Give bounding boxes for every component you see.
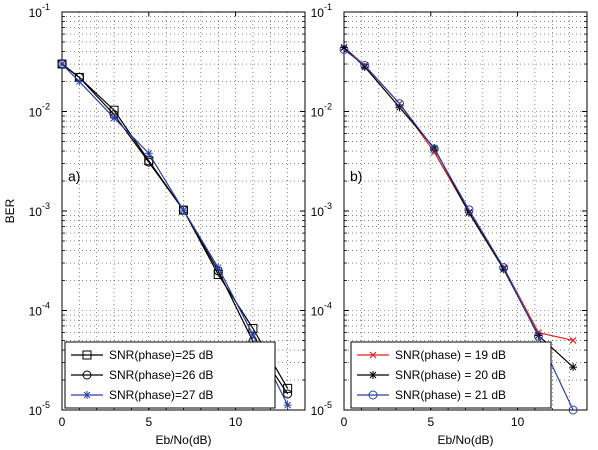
data-point	[499, 265, 508, 274]
y-tick-exponent: -1	[42, 2, 50, 12]
legend-label: SNR(phase)=26 dB	[109, 368, 213, 382]
legend-entry: SNR(phase) = 20 dB	[357, 368, 506, 382]
y-tick-label: 10-4	[29, 301, 50, 319]
data-point	[75, 77, 84, 86]
x-tick-label: 0	[341, 415, 348, 429]
y-tick-base: 10	[29, 6, 43, 20]
legend: SNR(phase)=25 dB SNR(phase)=26 dB SNR(phas…	[64, 341, 276, 409]
legend-label: SNR(phase) = 20 dB	[395, 368, 506, 382]
y-tick-exponent: -4	[42, 301, 50, 311]
y-tick-exponent: -4	[324, 301, 332, 311]
data-point	[83, 391, 91, 399]
y-tick-base: 10	[29, 106, 43, 120]
x-tick-label: 0	[59, 415, 66, 429]
y-tick-base: 10	[311, 6, 325, 20]
y-tick-base: 10	[311, 205, 325, 219]
legend-label: SNR(phase)=25 dB	[109, 348, 213, 362]
data-point	[464, 208, 473, 217]
series-line	[61, 63, 289, 406]
y-tick-exponent: -3	[324, 201, 332, 211]
chart-panel-a: 0 5 1010-110-210-310-410-5Eb/No(dB)BERa)SN…	[3, 2, 306, 447]
data-point	[144, 157, 154, 167]
panel-label: b)	[350, 168, 362, 184]
data-point	[369, 371, 377, 379]
y-axis-label: BER	[3, 198, 17, 223]
data-point	[283, 389, 293, 399]
x-tick-label: 10	[511, 415, 525, 429]
panel-label: a)	[68, 168, 80, 184]
y-tick-base: 10	[311, 305, 325, 319]
data-point	[368, 390, 378, 400]
legend-label: SNR(phase) = 21 dB	[395, 388, 506, 402]
data-point	[179, 206, 188, 215]
legend-label: SNR(phase) = 19 dB	[395, 348, 506, 362]
chart-panel-b: 0 5 1010-110-210-310-410-5Eb/No(dB)b)SNR(p…	[311, 2, 588, 447]
data-point	[339, 44, 349, 54]
y-tick-base: 10	[29, 205, 43, 219]
legend-entry: SNR(phase) = 21 dB	[357, 388, 506, 402]
data-point	[283, 401, 292, 410]
x-axis-label: Eb/No(dB)	[155, 433, 211, 447]
series-3	[339, 44, 578, 415]
data-point	[395, 99, 405, 109]
y-tick-base: 10	[29, 305, 43, 319]
legend-entry: SNR(phase)=26 dB	[71, 368, 213, 382]
y-tick-base: 10	[311, 106, 325, 120]
data-point	[499, 263, 509, 273]
y-tick-exponent: -5	[324, 400, 332, 410]
y-tick-label: 10-5	[29, 400, 50, 418]
y-tick-label: 10-3	[311, 201, 332, 219]
y-tick-exponent: -2	[324, 102, 332, 112]
data-point	[144, 149, 153, 158]
y-tick-base: 10	[311, 404, 325, 418]
data-point	[58, 60, 66, 69]
data-point	[568, 405, 578, 415]
y-tick-label: 10-2	[29, 102, 50, 120]
legend-entry: SNR(phase)=27 dB	[71, 388, 213, 402]
legend-label: SNR(phase)=27 dB	[109, 388, 213, 402]
data-point	[569, 363, 578, 372]
data-point	[429, 144, 439, 154]
legend-entry: SNR(phase) = 19 dB	[357, 348, 506, 362]
data-point	[214, 263, 223, 272]
y-tick-base: 10	[29, 404, 43, 418]
data-point	[360, 60, 370, 70]
legend-entry: SNR(phase)=25 dB	[71, 348, 213, 362]
data-point	[340, 43, 348, 52]
y-tick-label: 10-4	[311, 301, 332, 319]
y-tick-label: 10-5	[311, 400, 332, 418]
y-tick-exponent: -3	[42, 201, 50, 211]
legend: SNR(phase) = 19 dB SNR(phase) = 20 dB SNR(…	[350, 341, 552, 409]
y-tick-label: 10-2	[311, 102, 332, 120]
data-point	[569, 337, 577, 344]
x-tick-label: 5	[427, 415, 434, 429]
y-tick-exponent: -5	[42, 400, 50, 410]
grid	[344, 12, 587, 410]
y-tick-label: 10-1	[29, 2, 50, 20]
series-line	[61, 63, 289, 395]
data-point	[430, 143, 439, 152]
data-point	[464, 205, 474, 215]
x-tick-label: 10	[229, 415, 243, 429]
data-point	[533, 331, 543, 341]
data-point	[360, 63, 369, 72]
x-axis-label: Eb/No(dB)	[437, 433, 493, 447]
data-point	[248, 330, 257, 339]
series-3	[58, 60, 292, 410]
series-line	[343, 49, 574, 411]
data-point	[82, 370, 92, 380]
x-tick-label: 5	[145, 415, 152, 429]
data-point	[369, 351, 377, 359]
grid	[62, 12, 305, 410]
data-point	[82, 350, 92, 360]
y-tick-label: 10-1	[311, 2, 332, 20]
y-tick-exponent: -2	[42, 102, 50, 112]
y-tick-label: 10-3	[29, 201, 50, 219]
data-point	[110, 114, 119, 123]
y-tick-exponent: -1	[324, 2, 332, 12]
